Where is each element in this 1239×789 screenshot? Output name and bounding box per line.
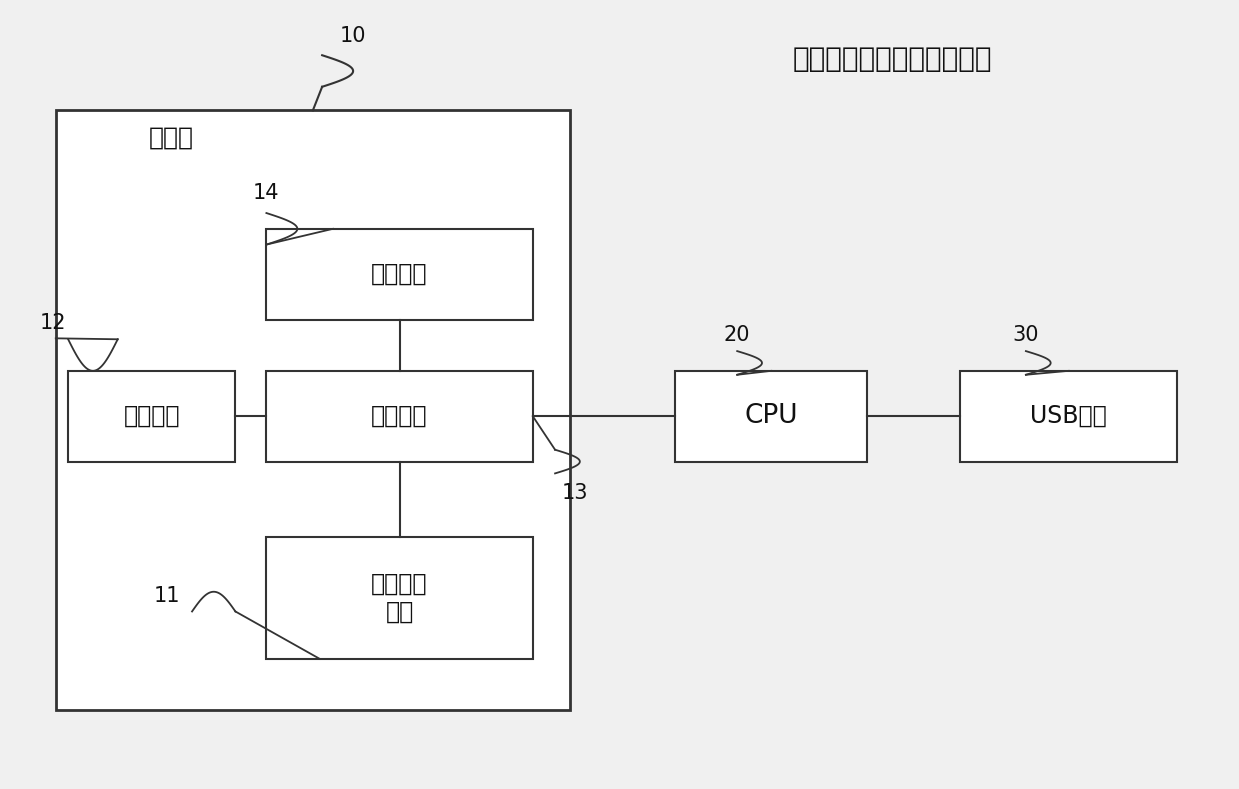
- Text: 12: 12: [40, 313, 67, 334]
- Text: 11: 11: [154, 585, 181, 606]
- Bar: [266, 537, 533, 659]
- Text: 存储器: 存储器: [149, 126, 193, 150]
- Text: 配置参数
模块: 配置参数 模块: [372, 572, 427, 623]
- Text: 10: 10: [339, 25, 367, 46]
- Bar: [266, 229, 533, 320]
- Text: 无线局域网的自动接入装置: 无线局域网的自动接入装置: [792, 45, 992, 73]
- Text: 密码模块: 密码模块: [124, 404, 180, 428]
- Text: 14: 14: [253, 183, 280, 204]
- Text: USB接口: USB接口: [1031, 404, 1106, 428]
- Text: CPU: CPU: [745, 403, 798, 429]
- Text: 30: 30: [1012, 325, 1040, 346]
- Bar: [960, 371, 1177, 462]
- Text: 20: 20: [724, 325, 751, 346]
- Bar: [68, 371, 235, 462]
- Bar: [675, 371, 867, 462]
- Bar: [56, 110, 570, 710]
- Text: 13: 13: [561, 483, 589, 503]
- Text: 配置模块: 配置模块: [372, 404, 427, 428]
- Bar: [266, 371, 533, 462]
- Text: 引导模块: 引导模块: [372, 262, 427, 286]
